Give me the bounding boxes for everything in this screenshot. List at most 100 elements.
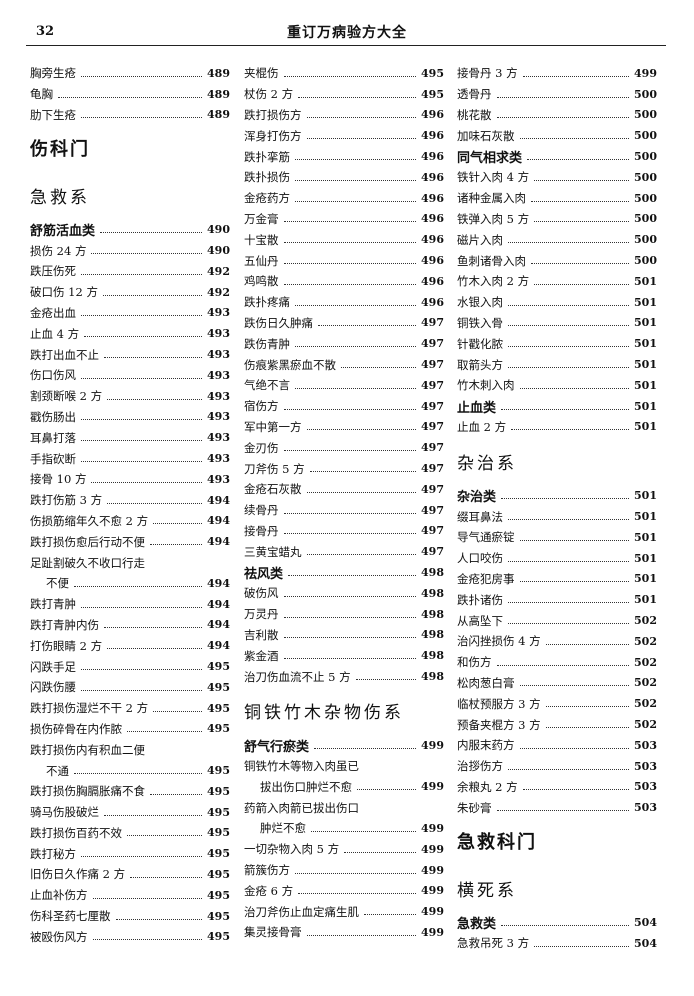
entry-title: 杂治类 bbox=[457, 490, 497, 506]
dot-leader bbox=[283, 221, 417, 223]
dot-leader bbox=[81, 75, 203, 77]
entry-title: 诸种金属入肉 bbox=[457, 191, 526, 206]
dot-leader bbox=[81, 461, 203, 463]
entry-title: 闪跌伤腰 bbox=[30, 680, 76, 695]
dot-leader bbox=[306, 554, 417, 556]
toc-entry: 伤科圣药七厘散 495 bbox=[30, 906, 230, 927]
entry-title: 药箭入肉箭已拔出伤口 bbox=[244, 800, 359, 815]
dot-leader bbox=[519, 581, 630, 583]
dot-leader bbox=[295, 872, 417, 874]
toc-category: 止血类 501 bbox=[457, 396, 657, 417]
entry-title: 治拶伤方 bbox=[457, 759, 503, 774]
entry-title: 从高坠下 bbox=[457, 613, 503, 628]
entry-page-number: 497 bbox=[421, 399, 444, 413]
dot-leader bbox=[74, 585, 203, 587]
entry-title: 夹棍伤 bbox=[244, 66, 279, 81]
toc-entry: 足趾割破久不收口行走 bbox=[30, 552, 230, 573]
dot-leader bbox=[102, 294, 203, 296]
toc-entry: 损伤碎骨在内作脓 495 bbox=[30, 719, 230, 740]
entry-title: 伤口伤风 bbox=[30, 368, 76, 383]
entry-title: 伤损筋缩年久不愈 2 方 bbox=[30, 513, 149, 528]
dot-leader bbox=[511, 429, 630, 431]
entry-page-number: 501 bbox=[634, 530, 657, 544]
dot-leader bbox=[283, 533, 417, 535]
entry-title: 接骨丹 3 方 bbox=[457, 66, 518, 81]
entry-page-number: 498 bbox=[421, 586, 444, 600]
section-heading: 急救科门 bbox=[457, 832, 537, 854]
toc-entry: 铜铁入骨 501 bbox=[457, 313, 657, 334]
toc-entry: 气绝不言 497 bbox=[244, 375, 444, 396]
subsection-heading: 杂治系 bbox=[457, 453, 517, 474]
dot-leader bbox=[92, 939, 203, 941]
toc-entry: 临杖预服方 3 方 502 bbox=[457, 693, 657, 714]
toc-entry: 松肉葱白膏 502 bbox=[457, 673, 657, 694]
entry-title: 鸡鸣散 bbox=[244, 274, 279, 289]
toc-entry: 跌扑损伤 496 bbox=[244, 167, 444, 188]
entry-page-number: 501 bbox=[634, 489, 657, 503]
entry-page-number: 497 bbox=[421, 503, 444, 517]
dot-leader bbox=[283, 512, 417, 514]
dot-leader bbox=[501, 498, 630, 500]
entry-title: 金疮 6 方 bbox=[244, 883, 294, 898]
toc-entry: 军中第一方 497 bbox=[244, 417, 444, 438]
toc-entry: 闪跌伤腰 495 bbox=[30, 677, 230, 698]
entry-page-number: 502 bbox=[634, 614, 657, 628]
toc-entry: 割颈断喉 2 方 493 bbox=[30, 386, 230, 407]
entry-title: 同气相求类 bbox=[457, 151, 523, 167]
dot-leader bbox=[283, 263, 417, 265]
dot-leader bbox=[508, 367, 630, 369]
entry-page-number: 489 bbox=[207, 108, 230, 122]
entry-title: 拔出伤口肿烂不愈 bbox=[260, 779, 352, 794]
entry-title: 松肉葱白膏 bbox=[457, 675, 515, 690]
toc-category: 杂治类 501 bbox=[457, 485, 657, 506]
dot-leader bbox=[92, 897, 203, 899]
entry-page-number: 501 bbox=[634, 510, 657, 524]
toc-entry: 预备夹棍方 3 方 502 bbox=[457, 714, 657, 735]
dot-leader bbox=[519, 539, 630, 541]
entry-page-number: 502 bbox=[634, 634, 657, 648]
dot-leader bbox=[283, 637, 417, 639]
entry-title: 伤痕紫黑瘀血不散 bbox=[244, 357, 336, 372]
entry-page-number: 495 bbox=[421, 66, 444, 80]
toc-entry: 止血 4 方 493 bbox=[30, 323, 230, 344]
toc-entry: 宿伤方 497 bbox=[244, 396, 444, 417]
entry-title: 加味石灰散 bbox=[457, 128, 515, 143]
entry-title: 人口咬伤 bbox=[457, 551, 503, 566]
entry-page-number: 494 bbox=[207, 597, 230, 611]
dot-leader bbox=[81, 669, 203, 671]
dot-leader bbox=[91, 481, 203, 483]
dot-leader bbox=[501, 408, 630, 410]
entry-title: 肋下生疮 bbox=[30, 107, 76, 122]
entry-title: 跌打损伤愈后行动不便 bbox=[30, 534, 145, 549]
entry-page-number: 493 bbox=[207, 472, 230, 486]
entry-page-number: 502 bbox=[634, 718, 657, 731]
toc-entry: 集灵接骨膏 499 bbox=[244, 922, 444, 943]
entry-page-number: 501 bbox=[634, 316, 657, 330]
dot-leader bbox=[318, 325, 417, 327]
dot-leader bbox=[519, 387, 630, 389]
entry-title: 浑身打伤方 bbox=[244, 128, 302, 143]
toc-entry: 跌打损伤内有积血二便 bbox=[30, 739, 230, 760]
entry-title: 足趾割破久不收口行走 bbox=[30, 555, 145, 570]
entry-page-number: 495 bbox=[207, 784, 230, 798]
toc-entry: 急救吊死 3 方 504 bbox=[457, 933, 657, 954]
dot-leader bbox=[298, 893, 417, 895]
entry-title: 万灵丹 bbox=[244, 607, 279, 622]
dot-leader bbox=[283, 616, 417, 618]
entry-page-number: 490 bbox=[207, 223, 230, 237]
entry-title: 接骨丹 bbox=[244, 523, 279, 538]
toc-entry: 跌伤青肿 497 bbox=[244, 333, 444, 354]
entry-page-number: 494 bbox=[207, 514, 230, 528]
dot-leader bbox=[150, 793, 203, 795]
entry-title: 鱼刺诸骨入肉 bbox=[457, 253, 526, 268]
entry-title: 急救类 bbox=[457, 916, 497, 932]
entry-title: 宿伤方 bbox=[244, 399, 279, 414]
dot-leader bbox=[496, 96, 630, 98]
entry-page-number: 503 bbox=[634, 759, 657, 773]
entry-page-number: 493 bbox=[207, 389, 230, 403]
dot-leader bbox=[496, 117, 630, 119]
toc-category: 舒筋活血类 490 bbox=[30, 219, 230, 240]
toc-entry: 缀耳鼻法 501 bbox=[457, 506, 657, 527]
entry-page-number: 493 bbox=[207, 327, 230, 341]
toc-entry: 桃花散 500 bbox=[457, 105, 657, 126]
